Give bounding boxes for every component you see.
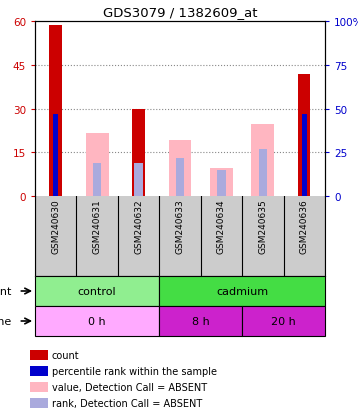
Bar: [134, 164, 143, 197]
Bar: [298, 74, 310, 197]
Text: time: time: [0, 316, 12, 326]
Bar: [86, 134, 108, 197]
Text: value, Detection Call = ABSENT: value, Detection Call = ABSENT: [52, 382, 207, 392]
Text: count: count: [52, 350, 79, 360]
Bar: [217, 170, 226, 197]
Bar: [242, 306, 325, 336]
Bar: [53, 115, 58, 197]
Text: rank, Detection Call = ABSENT: rank, Detection Call = ABSENT: [52, 398, 202, 408]
Text: GSM240635: GSM240635: [258, 199, 267, 254]
Text: 0 h: 0 h: [88, 316, 106, 326]
Text: control: control: [78, 286, 116, 296]
Bar: [302, 115, 307, 197]
Bar: [251, 125, 274, 197]
Bar: [176, 158, 184, 197]
Text: 20 h: 20 h: [271, 316, 296, 326]
Text: agent: agent: [0, 286, 12, 296]
Text: GSM240633: GSM240633: [175, 199, 184, 254]
Bar: [259, 150, 267, 197]
Bar: [35, 306, 159, 336]
Text: GSM240631: GSM240631: [93, 199, 102, 254]
Text: 8 h: 8 h: [192, 316, 209, 326]
Bar: [49, 26, 62, 197]
Bar: [169, 141, 192, 197]
Bar: [210, 169, 233, 197]
Text: cadmium: cadmium: [216, 286, 268, 296]
Bar: [35, 276, 159, 306]
Text: GSM240634: GSM240634: [217, 199, 226, 254]
Text: GSM240630: GSM240630: [51, 199, 60, 254]
Text: GSM240636: GSM240636: [300, 199, 309, 254]
Bar: [132, 109, 145, 197]
Bar: [159, 306, 242, 336]
Text: percentile rank within the sample: percentile rank within the sample: [52, 366, 217, 376]
Bar: [159, 276, 325, 306]
Bar: [93, 164, 101, 197]
Text: GSM240632: GSM240632: [134, 199, 143, 254]
Title: GDS3079 / 1382609_at: GDS3079 / 1382609_at: [103, 7, 257, 19]
